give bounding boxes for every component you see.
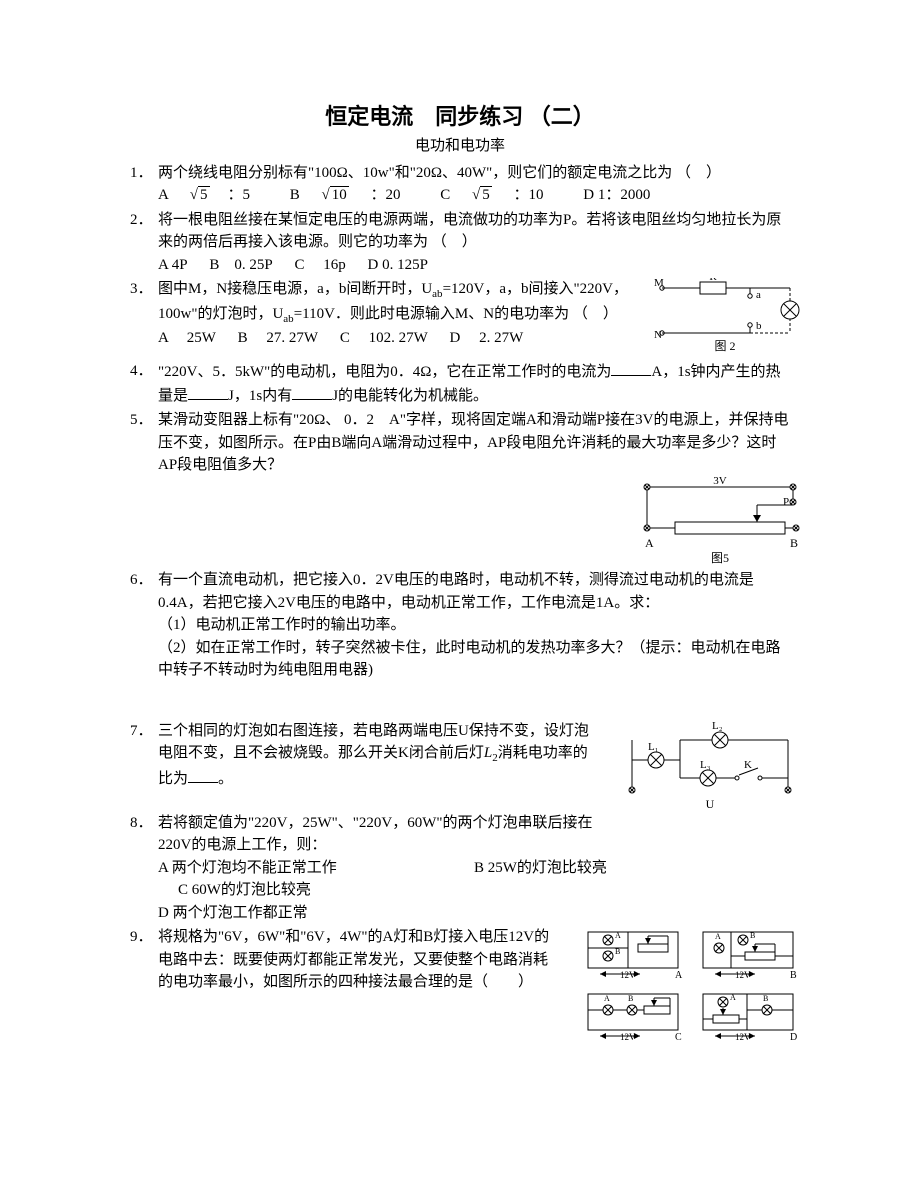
q7-num: 7． bbox=[130, 720, 153, 743]
svg-text:B: B bbox=[790, 970, 797, 981]
q1-optB: B √10 ：20 bbox=[290, 187, 419, 203]
q6-sub1: （1）电动机正常工作时的输出功率。 bbox=[130, 614, 790, 637]
svg-text:U: U bbox=[706, 797, 715, 811]
svg-text:B: B bbox=[763, 994, 768, 1003]
q3-text: 图中M，N接稳压电源，a，b间断开时，Uab=120V，a，b间接入"220V，… bbox=[158, 281, 628, 322]
q1-optD: D 1：2000 bbox=[583, 187, 650, 203]
q4-text: "220V、5．5kW"的电动机，电阻为0．4Ω，它在正常工作时的电流为A，1s… bbox=[158, 364, 781, 404]
q7-blank[interactable] bbox=[188, 767, 218, 783]
q4-num: 4． bbox=[130, 360, 153, 383]
question-2: 2． 将一根电阻丝接在某恒定电压的电源两端，电流做功的功率为P。若将该电阻丝均匀… bbox=[130, 209, 790, 277]
q3-num: 3． bbox=[130, 278, 153, 301]
q1-optC: C √5 ：10 bbox=[440, 187, 561, 203]
svg-text:A: A bbox=[604, 994, 610, 1003]
q5-text: 某滑动变阻器上标有"20Ω、 0．2 A"字样，现将固定端A和滑动端P接在3V的… bbox=[158, 412, 789, 473]
q2-optB: B 0. 25P bbox=[209, 257, 272, 273]
question-9: A B 12V A A B bbox=[130, 926, 790, 1036]
q5-num: 5． bbox=[130, 409, 153, 432]
svg-text:C: C bbox=[675, 1032, 682, 1043]
svg-text:D: D bbox=[790, 1032, 797, 1043]
q6-num: 6． bbox=[130, 569, 153, 592]
q3-optC: C 102. 27W bbox=[340, 330, 428, 346]
q8-num: 8． bbox=[130, 812, 153, 835]
q1-optA: A √5：5 bbox=[158, 187, 268, 203]
q2-optA: A 4P bbox=[158, 257, 188, 273]
q9-text: 将规格为"6V，6W"和"6V，4W"的A灯和B灯接入电压12V的电路中去：既要… bbox=[158, 929, 549, 990]
q7-text: 三个相同的灯泡如右图连接，若电路两端电压U保持不变，设灯泡电阻不变，且不会被烧毁… bbox=[158, 723, 589, 787]
q3-optD: D 2. 27W bbox=[450, 330, 524, 346]
q4-blank-1[interactable] bbox=[611, 360, 651, 376]
q9-num: 9． bbox=[130, 926, 153, 949]
q6-sub2: （2）如在正常工作时，转子突然被卡住，此时电动机的发热功率多大？（提示：电动机在… bbox=[130, 637, 790, 682]
svg-text:B: B bbox=[790, 536, 798, 550]
q8-optA: A 两个灯泡均不能正常工作 bbox=[158, 857, 474, 880]
q2-options: A 4P B 0. 25P C 16p D 0. 125P bbox=[130, 254, 790, 277]
page-subtitle: 电功和电功率 bbox=[130, 135, 790, 158]
q8-options: A 两个灯泡均不能正常工作 B 25W的灯泡比较亮 C 60W的灯泡比较亮 D … bbox=[130, 857, 790, 925]
svg-text:P: P bbox=[783, 496, 789, 508]
q3-optB: B 27. 27W bbox=[238, 330, 318, 346]
q1-num: 1． bbox=[130, 162, 153, 185]
question-5: 5． 某滑动变阻器上标有"20Ω、 0．2 A"字样，现将固定端A和滑动端P接在… bbox=[130, 409, 790, 539]
q3-optA: A 25W bbox=[158, 330, 216, 346]
question-3: R M N a b 图 2 3． 图中M，N接稳压电源，a，b间断开时，Uab=… bbox=[130, 278, 790, 358]
q2-optD: D 0. 125P bbox=[367, 257, 427, 273]
question-4: 4． "220V、5．5kW"的电动机，电阻为0．4Ω，它在正常工作时的电流为A… bbox=[130, 360, 790, 407]
q4-blank-2[interactable] bbox=[188, 384, 228, 400]
svg-text:N: N bbox=[654, 329, 662, 341]
q2-optC: C 16p bbox=[294, 257, 345, 273]
q8-optD: D 两个灯泡工作都正常 bbox=[158, 902, 474, 925]
q1-options: A √5：5 B √10 ：20 C √5 ：10 D 1：2000 bbox=[130, 184, 790, 207]
svg-text:12V: 12V bbox=[735, 1032, 751, 1042]
svg-text:B: B bbox=[628, 994, 633, 1003]
q8-text: 若将额定值为"220V，25W"、"220V，60W"的两个灯泡串联后接在220… bbox=[158, 815, 592, 854]
question-7: L₁ L₂ L₃ K U 7． 三个相同的灯泡如右图连接，若电 bbox=[130, 720, 790, 810]
figure-5: 3V P A B 图5 bbox=[635, 477, 800, 567]
svg-text:图5: 图5 bbox=[711, 551, 729, 565]
question-8: 8． 若将额定值为"220V，25W"、"220V，60W"的两个灯泡串联后接在… bbox=[130, 812, 790, 925]
question-1: 1． 两个绕线电阻分别标有"100Ω、10w"和"20Ω、40W"，则它们的额定… bbox=[130, 162, 790, 207]
q8-optC: C 60W的灯泡比较亮 bbox=[158, 879, 494, 902]
page-title: 恒定电流 同步练习 （二） bbox=[130, 100, 790, 133]
q8-optB: B 25W的灯泡比较亮 bbox=[474, 857, 790, 880]
question-6: 6． 有一个直流电动机，把它接入0．2V电压的电路时，电动机不转，测得流过电动机… bbox=[130, 569, 790, 682]
svg-text:12V: 12V bbox=[620, 1032, 636, 1042]
q6-text: 有一个直流电动机，把它接入0．2V电压的电路时，电动机不转，测得流过电动机的电流… bbox=[158, 572, 754, 611]
svg-text:3V: 3V bbox=[713, 477, 727, 487]
q2-num: 2． bbox=[130, 209, 153, 232]
q4-blank-3[interactable] bbox=[292, 384, 332, 400]
svg-text:图 2: 图 2 bbox=[714, 339, 735, 353]
q2-text: 将一根电阻丝接在某恒定电压的电源两端，电流做功的功率为P。若将该电阻丝均匀地拉长… bbox=[158, 212, 781, 251]
svg-text:A: A bbox=[730, 993, 736, 1002]
q1-text: 两个绕线电阻分别标有"100Ω、10w"和"20Ω、40W"，则它们的额定电流之… bbox=[158, 165, 721, 181]
svg-text:A: A bbox=[645, 536, 654, 550]
